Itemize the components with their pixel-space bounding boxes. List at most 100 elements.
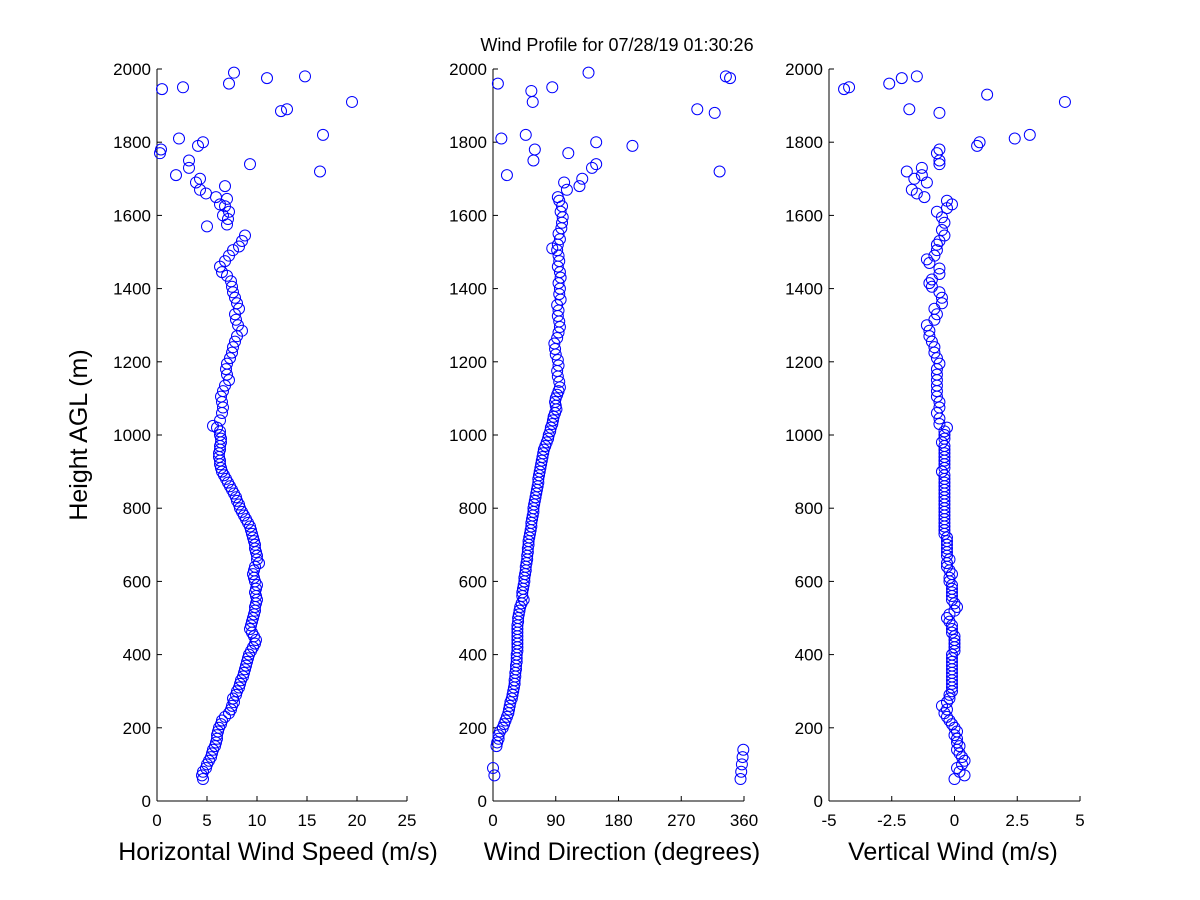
data-point bbox=[933, 401, 946, 414]
data-point bbox=[933, 418, 946, 431]
data-point bbox=[945, 718, 958, 731]
data-point bbox=[542, 432, 555, 445]
y-tick-label: 1200 bbox=[113, 353, 151, 372]
data-point bbox=[971, 139, 984, 152]
x-tick-label: 25 bbox=[398, 811, 417, 830]
panel-horizontal-wind-speed: 0 200 400 600 800 1000 1200 1400 1600 1800 2000 0 5 1… bbox=[113, 60, 438, 866]
data-point bbox=[170, 169, 182, 182]
data-point bbox=[487, 762, 499, 775]
data-point bbox=[948, 633, 961, 646]
data-point bbox=[245, 619, 257, 632]
data-point bbox=[197, 136, 209, 149]
data-point bbox=[220, 363, 232, 376]
data-point bbox=[933, 158, 946, 171]
data-point bbox=[943, 688, 956, 701]
data-point bbox=[938, 707, 951, 720]
y-tick-label: 1000 bbox=[785, 426, 823, 445]
data-point bbox=[261, 72, 273, 85]
data-point bbox=[951, 732, 964, 745]
data-point bbox=[346, 95, 358, 108]
data-point bbox=[938, 429, 951, 441]
data-point bbox=[549, 396, 562, 409]
data-point bbox=[958, 754, 971, 767]
data-point bbox=[735, 758, 748, 771]
data-point bbox=[227, 244, 239, 257]
data-point bbox=[945, 655, 958, 668]
x-tick-label: 270 bbox=[667, 811, 695, 830]
data-point bbox=[551, 191, 564, 204]
data-point bbox=[241, 655, 253, 668]
data-point bbox=[843, 81, 856, 94]
data-point bbox=[237, 670, 249, 683]
data-point bbox=[940, 696, 953, 709]
data-point bbox=[227, 692, 239, 705]
data-point bbox=[586, 161, 599, 174]
data-point bbox=[734, 773, 747, 786]
x-axis-label: Wind Direction (degrees) bbox=[484, 838, 761, 866]
data-point bbox=[314, 165, 326, 178]
y-tick-label: 600 bbox=[123, 572, 151, 591]
data-point bbox=[943, 571, 956, 584]
x-axis-label: Vertical Wind (m/s) bbox=[848, 838, 1058, 866]
data-point bbox=[227, 341, 239, 354]
data-point bbox=[512, 608, 525, 621]
data-point bbox=[576, 172, 589, 185]
data-point bbox=[735, 765, 748, 778]
data-point bbox=[938, 476, 951, 489]
y-tick-label: 1600 bbox=[785, 206, 823, 225]
data-point bbox=[724, 72, 737, 85]
data-point bbox=[940, 710, 953, 723]
data-point bbox=[923, 256, 936, 269]
data-point bbox=[883, 77, 896, 90]
data-point bbox=[251, 593, 263, 606]
data-point bbox=[948, 604, 961, 617]
data-point bbox=[948, 630, 961, 643]
y-tick-label: 200 bbox=[795, 719, 823, 738]
data-point bbox=[903, 103, 916, 116]
data-point bbox=[201, 220, 213, 233]
data-point bbox=[953, 765, 966, 778]
data-point bbox=[915, 169, 928, 182]
data-point bbox=[981, 88, 994, 101]
y-tick-label: 1400 bbox=[449, 280, 487, 299]
y-tick-label: 1400 bbox=[785, 280, 823, 299]
data-point bbox=[216, 714, 228, 727]
data-point bbox=[573, 180, 586, 193]
y-tick-label: 1200 bbox=[785, 353, 823, 372]
y-tick-label: 1600 bbox=[113, 206, 151, 225]
data-point bbox=[232, 319, 244, 332]
data-point bbox=[173, 132, 185, 145]
data-point bbox=[230, 688, 242, 701]
y-tick-label: 200 bbox=[459, 719, 487, 738]
data-point bbox=[221, 192, 233, 205]
y-tick-label: 800 bbox=[795, 499, 823, 518]
data-point bbox=[228, 696, 240, 709]
data-point bbox=[1058, 95, 1071, 108]
data-point bbox=[495, 132, 508, 145]
data-point bbox=[248, 535, 260, 548]
data-point bbox=[930, 238, 943, 251]
data-point bbox=[948, 597, 961, 610]
data-point bbox=[930, 407, 943, 420]
data-point bbox=[940, 535, 953, 548]
y-tick-label: 2000 bbox=[449, 60, 487, 79]
data-point bbox=[691, 103, 704, 116]
x-tick-label: 10 bbox=[248, 811, 267, 830]
data-point bbox=[224, 352, 236, 365]
data-point bbox=[552, 227, 565, 240]
data-point bbox=[590, 136, 603, 149]
data-point bbox=[945, 648, 958, 661]
data-point bbox=[925, 273, 938, 286]
data-point bbox=[207, 419, 219, 432]
data-point bbox=[215, 390, 227, 403]
data-point bbox=[953, 747, 966, 760]
y-tick-label: 0 bbox=[814, 792, 823, 811]
data-point bbox=[245, 524, 257, 537]
data-point bbox=[183, 154, 195, 167]
data-point bbox=[299, 70, 311, 83]
data-point bbox=[190, 176, 202, 189]
data-point bbox=[209, 740, 221, 753]
data-point bbox=[928, 341, 941, 354]
data-point bbox=[933, 267, 946, 280]
